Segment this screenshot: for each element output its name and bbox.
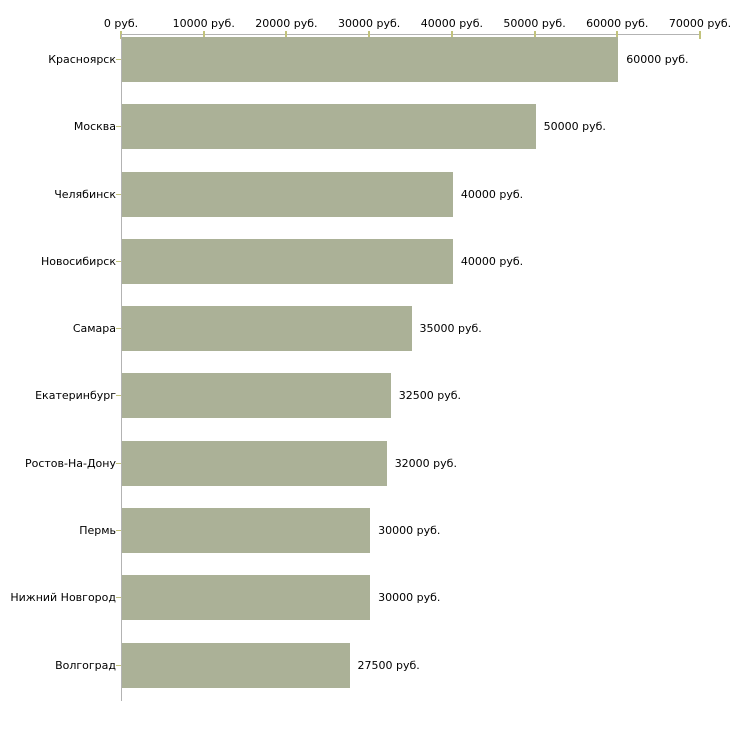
category-label: Красноярск: [48, 53, 116, 66]
y-tick-mark: [116, 597, 121, 599]
chart-row-inner: Москва 50000 руб.: [0, 104, 730, 150]
bar: [122, 238, 453, 284]
x-tick-label: 60000 руб.: [586, 17, 649, 30]
chart-row-inner: Нижний Новгород 30000 руб.: [0, 575, 730, 621]
value-label: 32000 руб.: [394, 456, 457, 470]
y-tick-mark: [116, 193, 121, 195]
value-label: 40000 руб.: [460, 187, 524, 201]
bar: [122, 104, 536, 150]
x-tick-mark: [202, 31, 205, 39]
y-axis: [121, 34, 122, 701]
y-tick-mark: [116, 530, 121, 532]
bar: [122, 575, 371, 621]
chart-row: Красноярск 60000 руб.: [0, 34, 730, 101]
bar: [122, 37, 619, 82]
category-label: Челябинск: [54, 187, 116, 201]
value-label: 50000 руб.: [543, 120, 606, 134]
chart-row: Ростов-На-Дону 32000 руб.: [0, 438, 730, 505]
value-label: 30000 руб.: [378, 524, 441, 538]
value-label: 30000 руб.: [378, 591, 441, 605]
x-tick-label: 40000 руб.: [420, 17, 483, 30]
value-label: 35000 руб.: [419, 322, 482, 336]
chart-row-inner: Ростов-На-Дону 32000 руб.: [0, 440, 730, 486]
y-tick-mark: [116, 260, 121, 262]
x-axis: 0 руб. 10000 руб. 20000 руб. 30000 руб. 4000…: [104, 17, 730, 39]
x-tick-mark: [450, 31, 453, 39]
y-tick-mark: [116, 126, 121, 128]
category-label: Екатеринбург: [35, 389, 116, 403]
x-tick-mark: [616, 31, 619, 39]
chart-row: Новосибирск 40000 руб.: [0, 236, 730, 303]
bar: [122, 642, 350, 688]
category-label: Пермь: [79, 524, 116, 538]
x-tick-label: 0 руб.: [103, 17, 139, 30]
category-label: Ростов-На-Дону: [24, 456, 116, 470]
bar: [122, 508, 371, 554]
y-tick-mark: [116, 328, 121, 330]
x-tick-mark: [533, 31, 536, 39]
chart-row: Нижний Новгород 30000 руб.: [0, 572, 730, 639]
chart-row: Екатеринбург 32500 руб.: [0, 370, 730, 437]
category-label: Новосибирск: [40, 254, 116, 268]
x-tick-mark: [285, 31, 288, 39]
chart-row: Самара 35000 руб.: [0, 303, 730, 370]
plot-rows: Красноярск 60000 руб. Москва 50000 руб. Челя…: [0, 34, 730, 707]
y-tick-mark: [116, 59, 121, 60]
x-tick-label: 10000 руб.: [172, 17, 235, 30]
value-label: 32500 руб.: [398, 389, 462, 403]
x-tick-label: 70000 руб.: [668, 17, 730, 30]
chart-row-inner: Волгоград 27500 руб.: [0, 642, 730, 688]
chart-row-inner: Пермь 30000 руб.: [0, 508, 730, 554]
chart-row: Пермь 30000 руб.: [0, 505, 730, 572]
category-label: Самара: [72, 322, 116, 336]
chart-row-inner: Екатеринбург 32500 руб.: [0, 373, 730, 419]
y-tick-mark: [116, 664, 121, 666]
x-tick-label: 50000 руб.: [503, 17, 566, 30]
y-tick-mark: [116, 462, 121, 464]
value-label: 27500 руб.: [357, 658, 420, 672]
value-label: 40000 руб.: [460, 254, 524, 268]
x-tick-mark: [699, 31, 701, 39]
chart-row-inner: Красноярск 60000 руб.: [0, 37, 730, 82]
bar: [122, 373, 391, 419]
y-tick-mark: [116, 395, 121, 397]
bar: [122, 440, 387, 486]
chart-row-inner: Челябинск 40000 руб.: [0, 171, 730, 217]
value-label: 60000 руб.: [626, 53, 689, 66]
x-tick-mark: [368, 31, 371, 39]
category-label: Москва: [73, 120, 116, 134]
chart-row: Москва 50000 руб.: [0, 101, 730, 168]
x-tick-label: 30000 руб.: [338, 17, 401, 30]
bar: [122, 306, 412, 352]
chart-row: Волгоград 27500 руб.: [0, 640, 730, 707]
bar: [122, 171, 453, 217]
category-label: Волгоград: [55, 658, 116, 672]
chart-row-inner: Новосибирск 40000 руб.: [0, 238, 730, 284]
category-label: Нижний Новгород: [10, 591, 116, 605]
x-tick-label: 20000 руб.: [255, 17, 318, 30]
chart-row-inner: Самара 35000 руб.: [0, 306, 730, 352]
chart-row: Челябинск 40000 руб.: [0, 169, 730, 236]
